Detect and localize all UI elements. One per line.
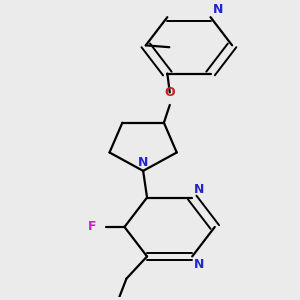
Text: N: N <box>194 183 205 196</box>
Text: O: O <box>164 86 175 99</box>
Text: N: N <box>138 156 148 169</box>
Text: N: N <box>212 3 223 16</box>
Text: N: N <box>194 258 205 271</box>
Text: F: F <box>88 220 97 233</box>
